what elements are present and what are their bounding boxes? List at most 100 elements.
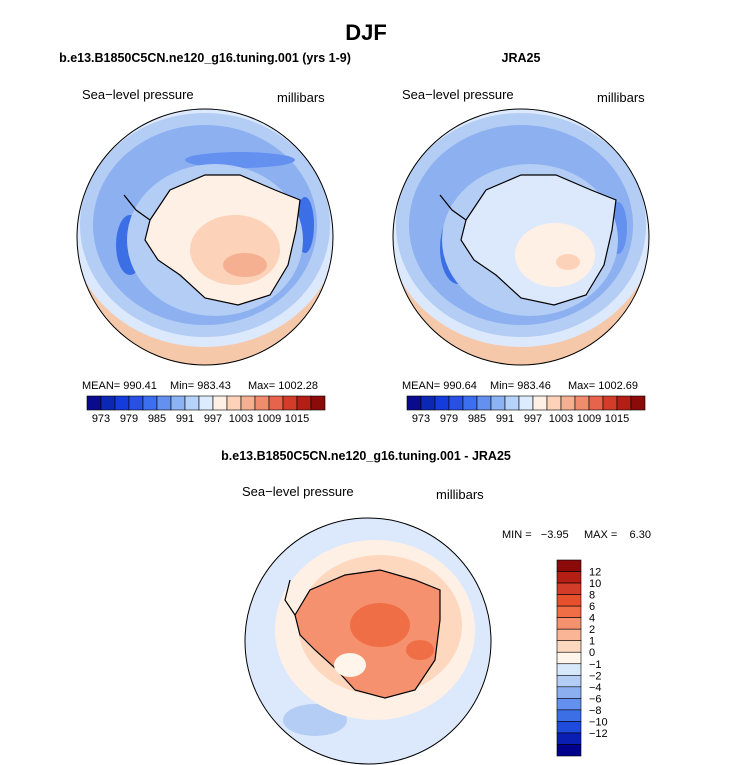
colorbar-tick-label: 1015 [605,413,629,425]
colorbar-tick-label: −4 [589,682,602,694]
colorbar-tick-label: 1009 [257,413,281,425]
colorbar-tick-label: 973 [412,413,430,425]
colorbar-swatch [556,651,582,665]
colorbar-swatch [556,674,582,688]
positive-core [406,640,434,660]
panel-title-diff: b.e13.B1850C5CN.ne120_g16.tuning.001 - J… [221,449,511,463]
high-pressure-core [223,253,267,277]
colorbar-tick-label: 0 [589,647,595,659]
colorbar-swatch [142,395,158,411]
colorbar-swatch [184,395,200,411]
colorbar-swatch [170,395,186,411]
colorbar-tick-label: 979 [440,413,458,425]
colorbar-tick-label: −8 [589,705,602,717]
colorbar-tick-label: 1 [589,636,595,648]
colorbar-model: 973 979 985 991 997 1003 1009 1015 [86,395,326,425]
colorbar-swatch [560,395,576,411]
colorbar-swatch [296,395,312,411]
colorbar-swatch [556,605,582,618]
units-label-obs: millibars [597,90,645,105]
mean-stat: MEAN= 990.64 [402,380,477,392]
ross-sea-anomaly [334,653,366,677]
colorbar-swatch [462,395,478,411]
map-outline [392,108,650,366]
colorbar-swatch [556,594,582,607]
colorbar-swatch [282,395,298,411]
colorbar-swatch [556,721,582,734]
colorbar-swatch [156,395,172,411]
colorbar-tick-label: 1003 [549,413,573,425]
colorbar-swatch [630,395,646,411]
colorbar-swatch [114,395,130,411]
colorbar-swatch [226,395,242,411]
colorbar-tick-label: 1009 [577,413,601,425]
map-outline [76,108,334,366]
colorbar-tick-label: −10 [589,716,608,728]
colorbar-swatch [532,395,548,411]
colorbar-swatch [504,395,520,411]
colorbar-swatch [240,395,256,411]
mean-stat: MEAN= 990.41 [82,380,157,392]
colorbar-tick-label: 6 [589,601,595,613]
colorbar-tick-label: −1 [589,659,602,671]
colorbar-swatch [268,395,284,411]
colorbar-tick-label: 985 [468,413,486,425]
panel-title-obs: JRA25 [502,51,541,65]
colorbar-swatch [448,395,464,411]
colorbar-swatch [406,395,422,411]
min-stat: Min= 983.46 [490,380,551,392]
colorbar-swatch [556,559,582,572]
colorbar-swatch [556,744,582,757]
colorbar-swatch [556,686,582,699]
colorbar-tick-label: 997 [204,413,222,425]
variable-label-obs: Sea−level pressure [402,87,514,102]
low-pressure-core [185,152,295,168]
colorbar-tick-label: 979 [120,413,138,425]
max-stat: Max= 1002.28 [248,380,318,392]
colorbar-tick-label: 985 [148,413,166,425]
negative-region [283,704,347,736]
colorbar-tick-label: −12 [589,728,608,740]
page-title: DJF [345,20,387,45]
colorbar-swatch [588,395,604,411]
variable-label-model: Sea−level pressure [82,87,194,102]
units-label-diff: millibars [436,487,484,502]
positive-core [350,603,410,647]
colorbar-tick-label: −2 [589,670,602,682]
colorbar-tick-label: 1003 [229,413,253,425]
colorbar-tick-label: 991 [496,413,514,425]
antarctic-peninsula [123,194,151,221]
colorbar-tick-label: −6 [589,693,602,705]
colorbar-swatch [574,395,590,411]
colorbar-swatch [254,395,270,411]
map-model [77,109,333,365]
colorbar-swatch [556,582,582,595]
colorbar-swatch [86,395,102,411]
colorbar-swatch [476,395,492,411]
max-stat: MAX = 6.30 [584,529,651,541]
colorbar-swatch [310,395,326,411]
colorbar-swatch [420,395,436,411]
colorbar-swatch [556,698,582,711]
high-pressure-region [515,223,595,287]
map-outline [244,517,492,765]
colorbar-tick-label: 973 [92,413,110,425]
map-diff [245,518,491,764]
colorbar-swatch [556,628,582,642]
colorbar-swatch [212,395,228,411]
colorbar-tick-label: 12 [589,567,601,579]
colorbar-tick-label: 1015 [285,413,309,425]
colorbar-swatch [434,395,450,411]
colorbar-swatch [546,395,562,411]
units-label-model: millibars [277,90,325,105]
colorbar-tick-label: 997 [524,413,542,425]
colorbar-swatch [198,395,214,411]
min-stat: Min= 983.43 [170,380,231,392]
min-stat: MIN = −3.95 [502,529,569,541]
colorbar-swatch [602,395,618,411]
colorbar-swatch [490,395,506,411]
map-obs [393,109,649,365]
colorbar-swatch [556,732,582,745]
colorbar-swatch [556,663,582,676]
